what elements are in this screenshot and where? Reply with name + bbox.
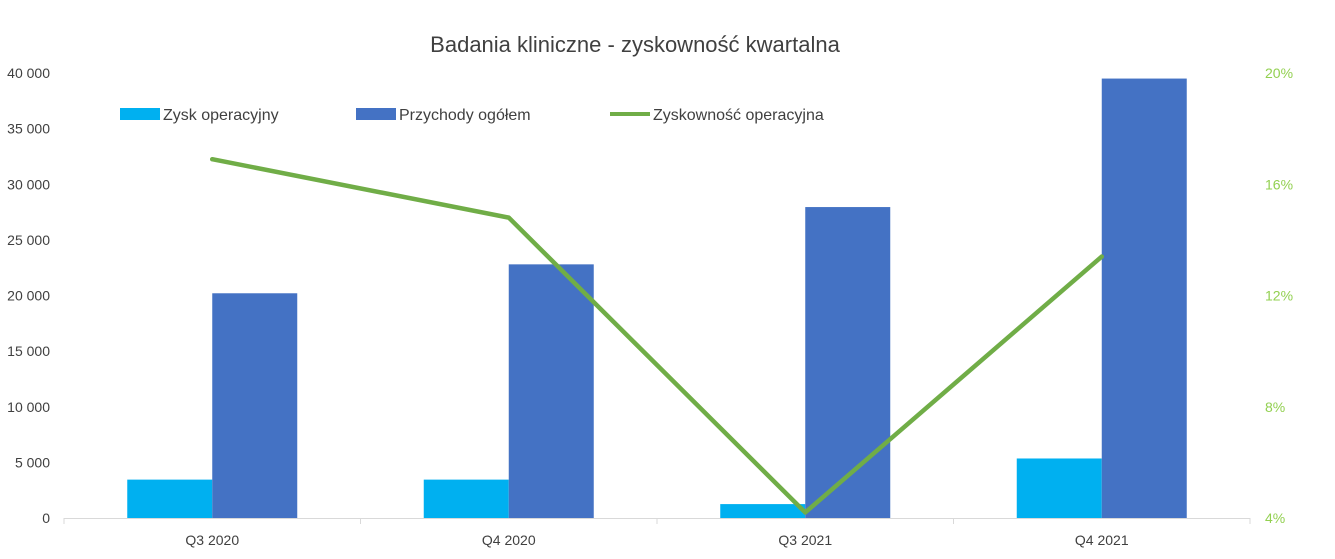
line-series	[210, 156, 1104, 515]
left-tick-label: 10 000	[7, 399, 50, 415]
legend-label: Przychody ogółem	[399, 107, 531, 124]
line-point	[803, 510, 808, 515]
right-tick-label: 16%	[1265, 176, 1293, 192]
bar-0-1	[423, 479, 509, 518]
bar-1-3	[1101, 78, 1187, 518]
legend-label: Zyskowność operacyjna	[653, 107, 824, 124]
right-tick-label: 8%	[1265, 399, 1285, 415]
x-tick-label: Q3 2021	[778, 532, 832, 548]
line-point	[210, 157, 215, 162]
x-axis: Q3 2020 Q4 2020 Q3 2021 Q4 2021	[63, 518, 1251, 548]
left-tick-label: 30 000	[7, 176, 50, 192]
left-tick-label: 0	[42, 510, 50, 526]
left-tick-label: 5 000	[15, 454, 50, 470]
x-tick-label: Q4 2020	[482, 532, 536, 548]
bar-1-2	[805, 207, 891, 518]
line-point	[1099, 254, 1104, 259]
line-point	[506, 215, 511, 220]
x-tick-label: Q3 2020	[185, 532, 239, 548]
x-tick-label: Q4 2021	[1075, 532, 1129, 548]
legend-label: Zysk operacyjny	[163, 107, 279, 124]
left-axis: 0 5 000 10 000 15 000 20 000 25 000 30 000 35 0…	[7, 65, 50, 526]
right-axis: 4% 8% 12% 16% 20%	[1265, 65, 1293, 526]
left-tick-label: 35 000	[7, 121, 50, 137]
chart-title: Badania kliniczne - zyskowność kwartalna	[430, 32, 840, 57]
right-tick-label: 20%	[1265, 65, 1293, 81]
left-tick-label: 40 000	[7, 65, 50, 81]
bar-1-1	[508, 264, 594, 518]
legend-swatch	[356, 108, 396, 120]
bar-0-3	[1016, 458, 1102, 518]
legend-swatch	[120, 108, 160, 120]
bar-0-2	[720, 504, 806, 518]
right-tick-label: 4%	[1265, 510, 1285, 526]
left-tick-label: 25 000	[7, 232, 50, 248]
profitability-line	[210, 156, 1104, 515]
bar-0-0	[127, 479, 213, 518]
left-tick-label: 20 000	[7, 288, 50, 304]
legend: Zysk operacyjny Przychody ogółem Zyskownoś…	[120, 107, 824, 124]
left-tick-label: 15 000	[7, 343, 50, 359]
right-tick-label: 12%	[1265, 288, 1293, 304]
bar-1-0	[212, 293, 298, 518]
bars	[127, 78, 1187, 518]
